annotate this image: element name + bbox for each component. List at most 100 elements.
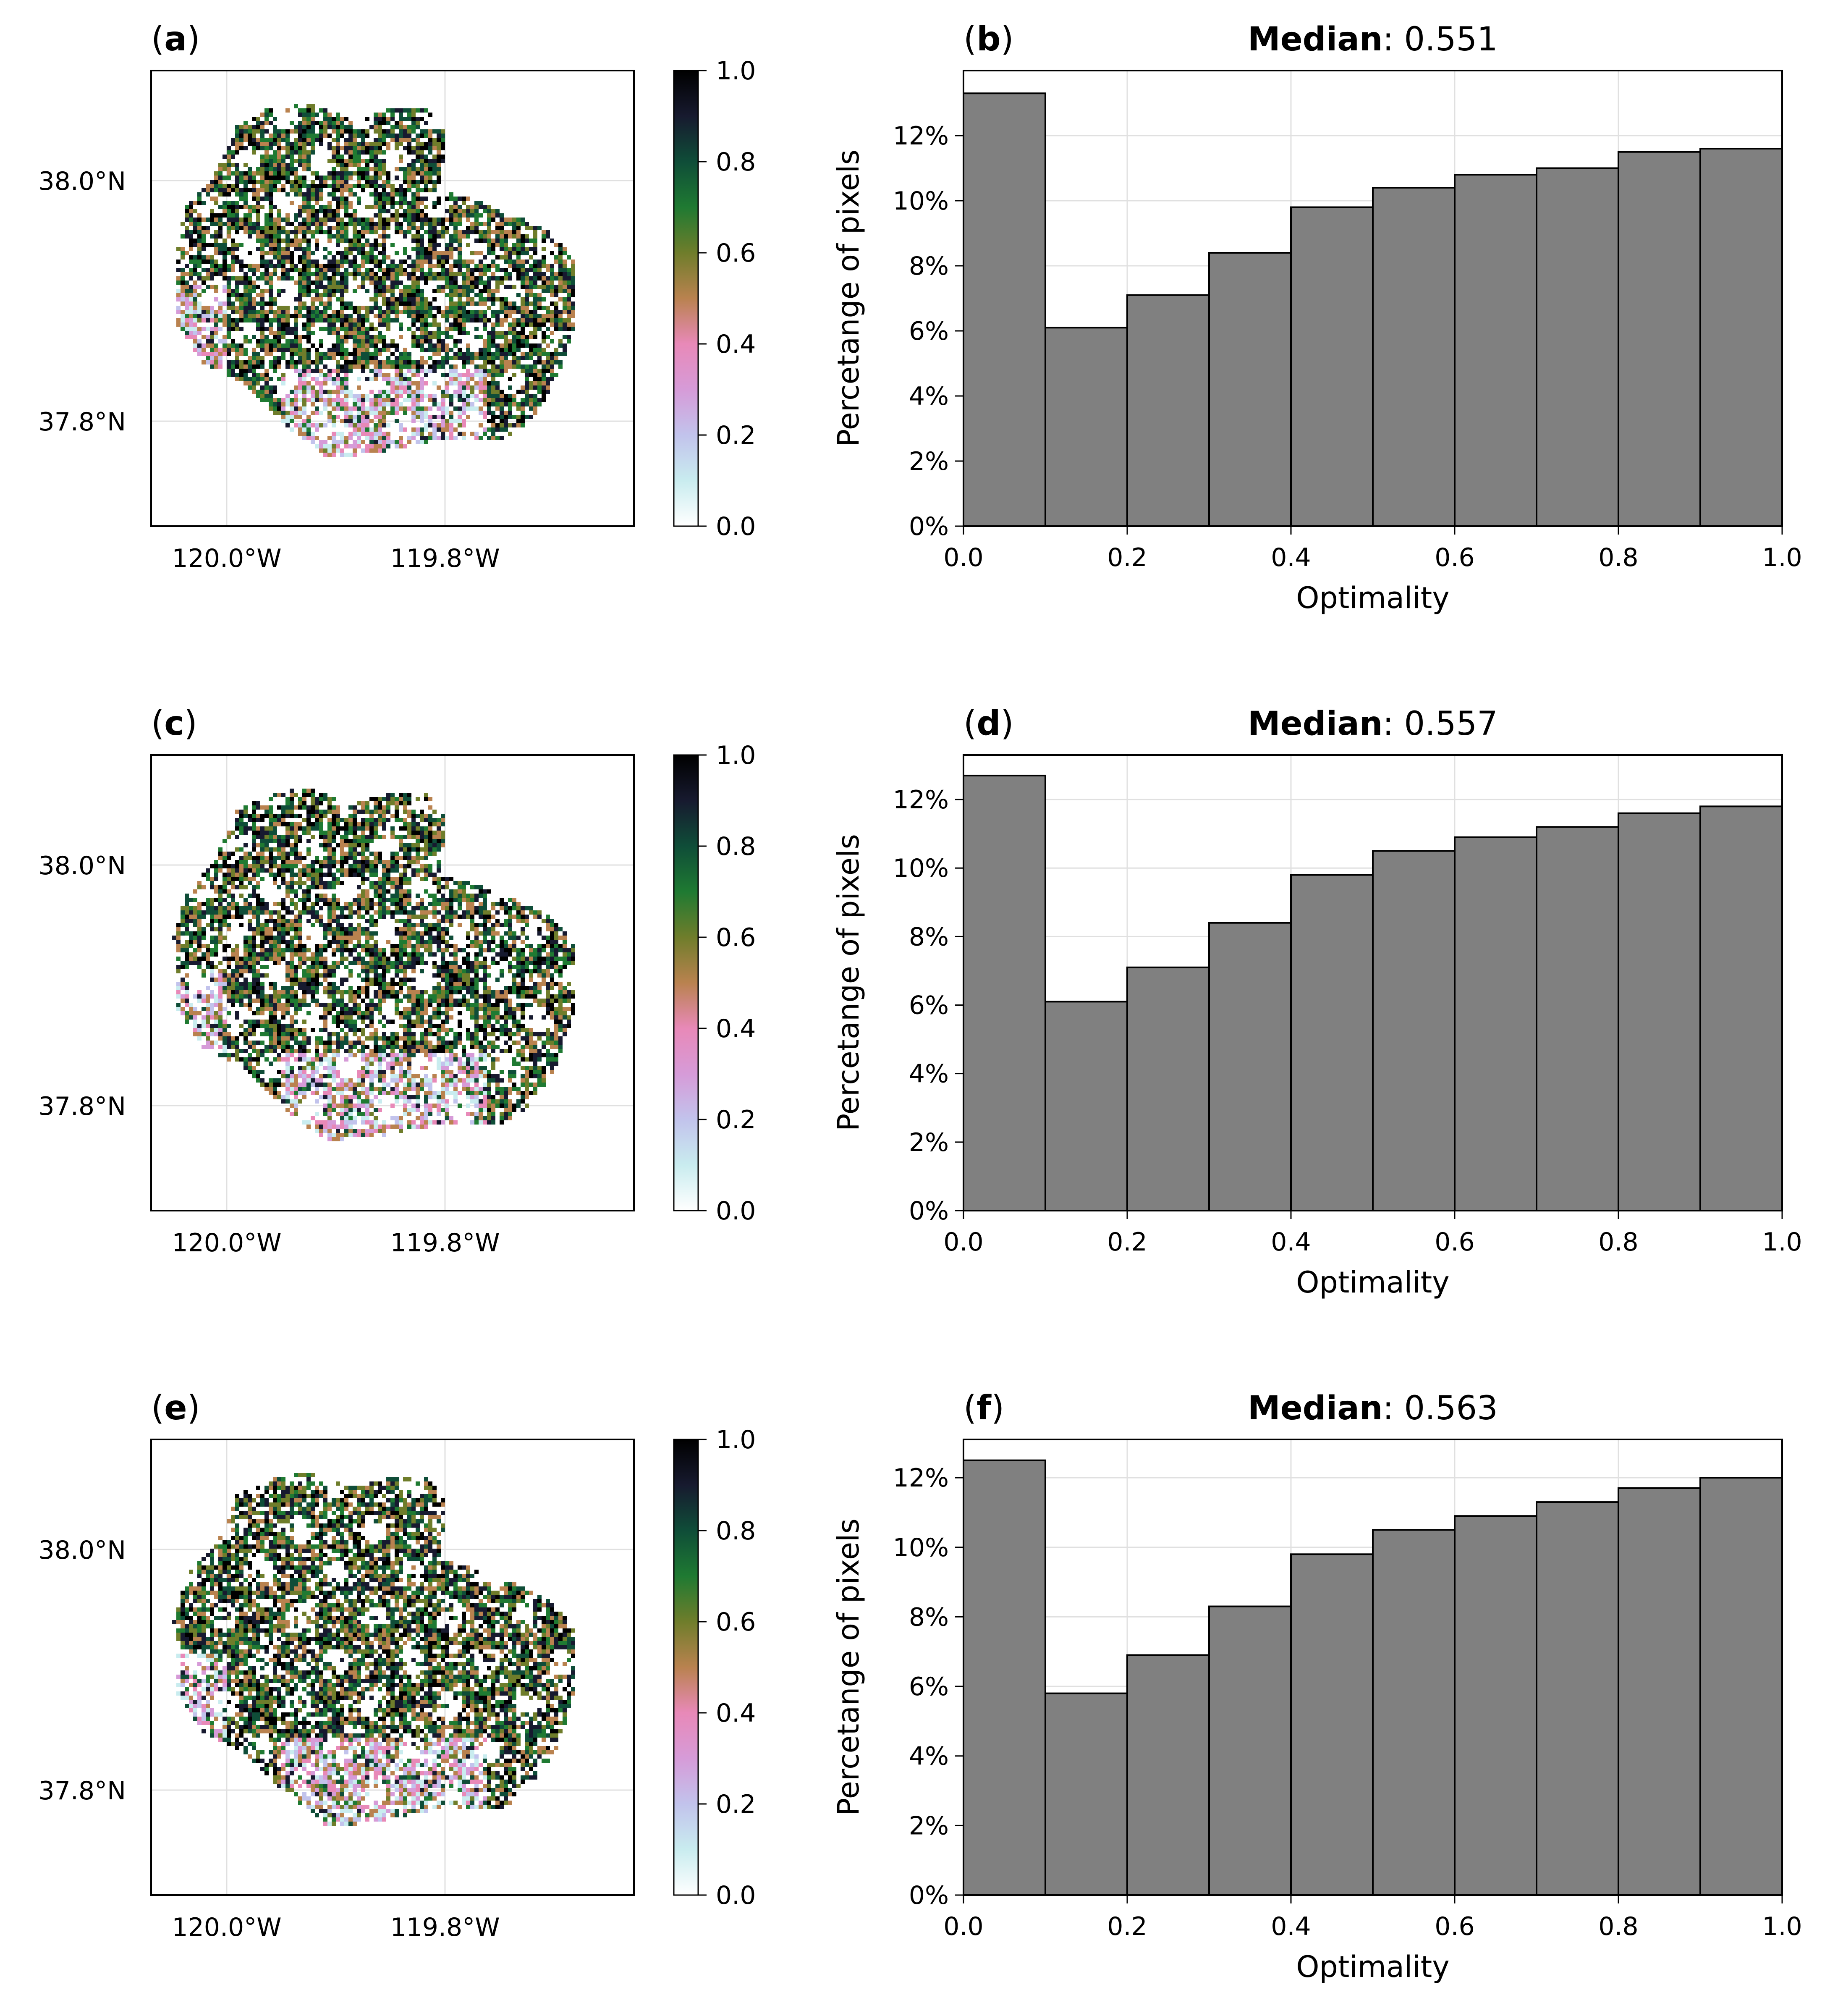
x-tick-label: 0.4 <box>1271 1227 1311 1257</box>
histogram-bar <box>1372 850 1456 1211</box>
optimality-raster <box>172 1473 575 1826</box>
panel-label-letter: e <box>164 1388 187 1427</box>
y-tick-label: 4% <box>909 1742 949 1771</box>
x-tick-label: 1.0 <box>1762 1227 1802 1257</box>
axes-frame <box>963 754 1783 1211</box>
lon-tick-label: 119.8°W <box>390 1913 500 1942</box>
median-key: Median <box>1248 1389 1382 1427</box>
colorbar-tick-label: 0.6 <box>716 239 756 268</box>
map-axes <box>150 1439 635 1896</box>
median-value: : 0.563 <box>1382 1389 1498 1427</box>
y-axis-title: Percetange of pixels <box>831 149 866 447</box>
lon-tick-label: 119.8°W <box>390 1228 500 1258</box>
colorbar-tick-label: 0.6 <box>716 1607 756 1637</box>
y-tick-label: 2% <box>909 1811 949 1840</box>
y-tick-label: 2% <box>909 447 949 476</box>
histogram-bar <box>1126 966 1210 1211</box>
histogram-bar <box>1126 294 1210 527</box>
histogram-bar <box>1454 174 1537 527</box>
x-tick-label: 0.2 <box>1107 1912 1147 1941</box>
colorbar: 1.0 0.8 0.6 0.4 0.2 0.0 <box>673 56 756 541</box>
median-key: Median <box>1248 21 1382 58</box>
lon-tick-label: 120.0°W <box>172 544 281 573</box>
map-axes <box>150 754 635 1211</box>
histogram-axes: 0.0 0.2 0.4 0.6 0.8 1.0 0% 2% 4% 6% 8% 10% 12% <box>893 754 1802 1257</box>
histogram-bar <box>1372 187 1456 527</box>
colorbar-tick-label: 0.2 <box>716 421 756 450</box>
histogram-bar <box>963 774 1046 1211</box>
lon-tick-label: 120.0°W <box>172 1913 281 1942</box>
histogram-bar <box>1536 1501 1619 1896</box>
y-tick-label: 8% <box>909 252 949 281</box>
median-title: Median: 0.551 <box>1248 21 1498 58</box>
panel-label: (b) <box>963 19 1014 58</box>
histogram-bar <box>963 92 1046 527</box>
median-key: Median <box>1248 705 1382 743</box>
y-axis-title: Percetange of pixels <box>831 1518 866 1816</box>
lat-tick-label: 37.8°N <box>39 407 126 437</box>
x-tick-label: 0.0 <box>943 1227 983 1257</box>
histogram-panel-b: (b) Median: 0.551 0.0 0.2 0.4 0.6 0.8 1.0 0% 2%… <box>831 19 1802 615</box>
histogram-bar <box>1045 1001 1128 1211</box>
histogram-bar <box>1618 151 1701 527</box>
lon-tick-label: 119.8°W <box>390 544 500 573</box>
histogram-panel-d: (d) Median: 0.557 0.0 0.2 0.4 0.6 0.8 1.0 0% 2%… <box>831 704 1802 1300</box>
histogram-axes: 0.0 0.2 0.4 0.6 0.8 1.0 0% 2% 4% 6% 8% 10% 12% <box>893 70 1802 572</box>
histogram-panel-f: (f) Median: 0.563 0.0 0.2 0.4 0.6 0.8 1.0 0% 2%… <box>831 1388 1802 1984</box>
x-axis-title: Optimality <box>1296 1950 1449 1984</box>
median-value: : 0.551 <box>1382 21 1498 58</box>
map-panel-c: (c) 38.0°N 37.8°N 120.0°W 119.8°W 1.0 <box>39 704 756 1258</box>
map-panel-e: (e) 38.0°N 37.8°N 120.0°W 119.8°W 1.0 <box>39 1388 756 1942</box>
x-tick-label: 0.2 <box>1107 1227 1147 1257</box>
colorbar: 1.0 0.8 0.6 0.4 0.2 0.0 <box>673 1425 756 1910</box>
y-tick-label: 4% <box>909 1059 949 1089</box>
colorbar-tick-label: 0.0 <box>716 1196 756 1226</box>
x-tick-label: 1.0 <box>1762 543 1802 572</box>
x-tick-label: 0.0 <box>943 543 983 572</box>
panel-label-letter: c <box>164 704 184 743</box>
axes-frame <box>963 1439 1783 1896</box>
panel-label-letter: b <box>977 19 1000 58</box>
colorbar-ticks <box>698 754 707 1211</box>
map-panel-a: (a) 38.0°N 37.8°N 120.0°W 119.8°W 1.0 <box>39 19 756 573</box>
optimality-raster <box>172 789 575 1141</box>
panel-label: (e) <box>151 1388 200 1427</box>
histogram-bar <box>1536 167 1619 527</box>
panel-label: (c) <box>151 704 197 743</box>
colorbar-tick-label: 0.2 <box>716 1790 756 1819</box>
x-tick-label: 0.4 <box>1271 1912 1311 1941</box>
axes-frame <box>963 70 1783 527</box>
y-tick-label: 12% <box>893 785 949 815</box>
median-title: Median: 0.557 <box>1248 705 1498 743</box>
histogram-bar <box>1045 327 1128 527</box>
colorbar-tick-label: 0.4 <box>716 1014 756 1043</box>
y-tick-label: 2% <box>909 1128 949 1157</box>
histogram-bar <box>1045 1692 1128 1896</box>
panel-label: (a) <box>151 19 200 58</box>
median-title: Median: 0.563 <box>1248 1389 1498 1427</box>
y-tick-label: 8% <box>909 1602 949 1632</box>
map-axes <box>150 70 635 527</box>
y-tick-label: 12% <box>893 1463 949 1493</box>
y-tick-label: 12% <box>893 121 949 151</box>
colorbar-tick-label: 0.6 <box>716 923 756 952</box>
x-tick-label: 1.0 <box>1762 1912 1802 1941</box>
optimality-raster <box>176 104 575 457</box>
colorbar-gradient <box>673 1439 699 1896</box>
histogram-bar <box>1699 148 1783 527</box>
x-tick-label: 0.8 <box>1598 543 1638 572</box>
colorbar-tick-label: 0.4 <box>716 330 756 359</box>
colorbar-tick-label: 0.8 <box>716 832 756 861</box>
histogram-bar <box>963 1459 1046 1896</box>
y-tick-label: 0% <box>909 512 949 541</box>
x-tick-label: 0.2 <box>1107 543 1147 572</box>
histogram-bar <box>1290 206 1374 527</box>
colorbar-tick-label: 1.0 <box>716 56 756 86</box>
lat-tick-label: 37.8°N <box>39 1092 126 1121</box>
histogram-bar <box>1290 1553 1374 1896</box>
colorbar-tick-label: 0.8 <box>716 1516 756 1546</box>
panel-label: (f) <box>963 1388 1004 1427</box>
colorbar-tick-label: 0.4 <box>716 1699 756 1728</box>
lon-tick-label: 120.0°W <box>172 1228 281 1258</box>
